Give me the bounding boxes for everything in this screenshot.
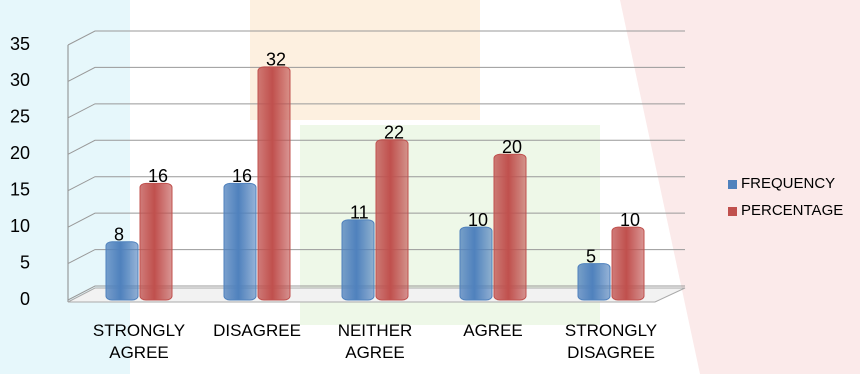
data-label: 11 [350,203,369,223]
data-label: 20 [502,137,522,157]
data-label: 16 [232,166,252,186]
legend-item: PERCENTAGE [728,203,848,219]
bar [257,66,291,301]
legend-label: PERCENTAGE [741,203,844,219]
legend-item: FREQUENCY [728,176,848,192]
legend-swatch [728,206,737,216]
bar [493,153,527,301]
bar [375,139,409,301]
grid-line [67,212,685,228]
legend-swatch [728,179,737,189]
y-tick-label: 25 [10,107,30,127]
x-tick-label: DISAGREE [213,321,301,340]
data-label: 32 [266,50,286,70]
watermark [0,0,130,374]
y-tick-label: 5 [20,252,30,272]
x-tick-label: STRONGLY DISAGREE [564,321,658,362]
x-tick-label: STRONGLY AGREE [92,321,186,362]
data-label: 8 [114,224,124,244]
x-tick-label: AGREE [463,321,523,340]
bar [105,241,139,301]
bar [459,226,493,301]
bar [223,182,257,301]
y-tick-label: 35 [10,34,30,54]
legend-label: FREQUENCY [741,176,836,192]
data-label: 16 [148,166,168,186]
grid-line [67,103,685,119]
data-label: 10 [620,210,640,230]
y-tick-label: 10 [10,216,30,236]
data-label: 10 [468,210,488,230]
bar [611,226,645,301]
y-tick-label: 20 [10,143,30,163]
x-tick-label: NEITHER AGREE NOR DISAGREE [337,321,413,366]
y-tick-label: 30 [10,70,30,90]
data-label: 22 [384,122,404,142]
grid-line [67,139,685,155]
bar [577,263,611,301]
watermark [620,0,860,374]
data-label: 5 [586,246,596,266]
y-tick-label: 15 [10,179,30,199]
grid-line [67,66,685,82]
grid-line [67,176,685,192]
bar [139,182,173,301]
bar [341,219,375,301]
y-tick-label: 0 [20,289,30,309]
grid-line [67,30,685,46]
